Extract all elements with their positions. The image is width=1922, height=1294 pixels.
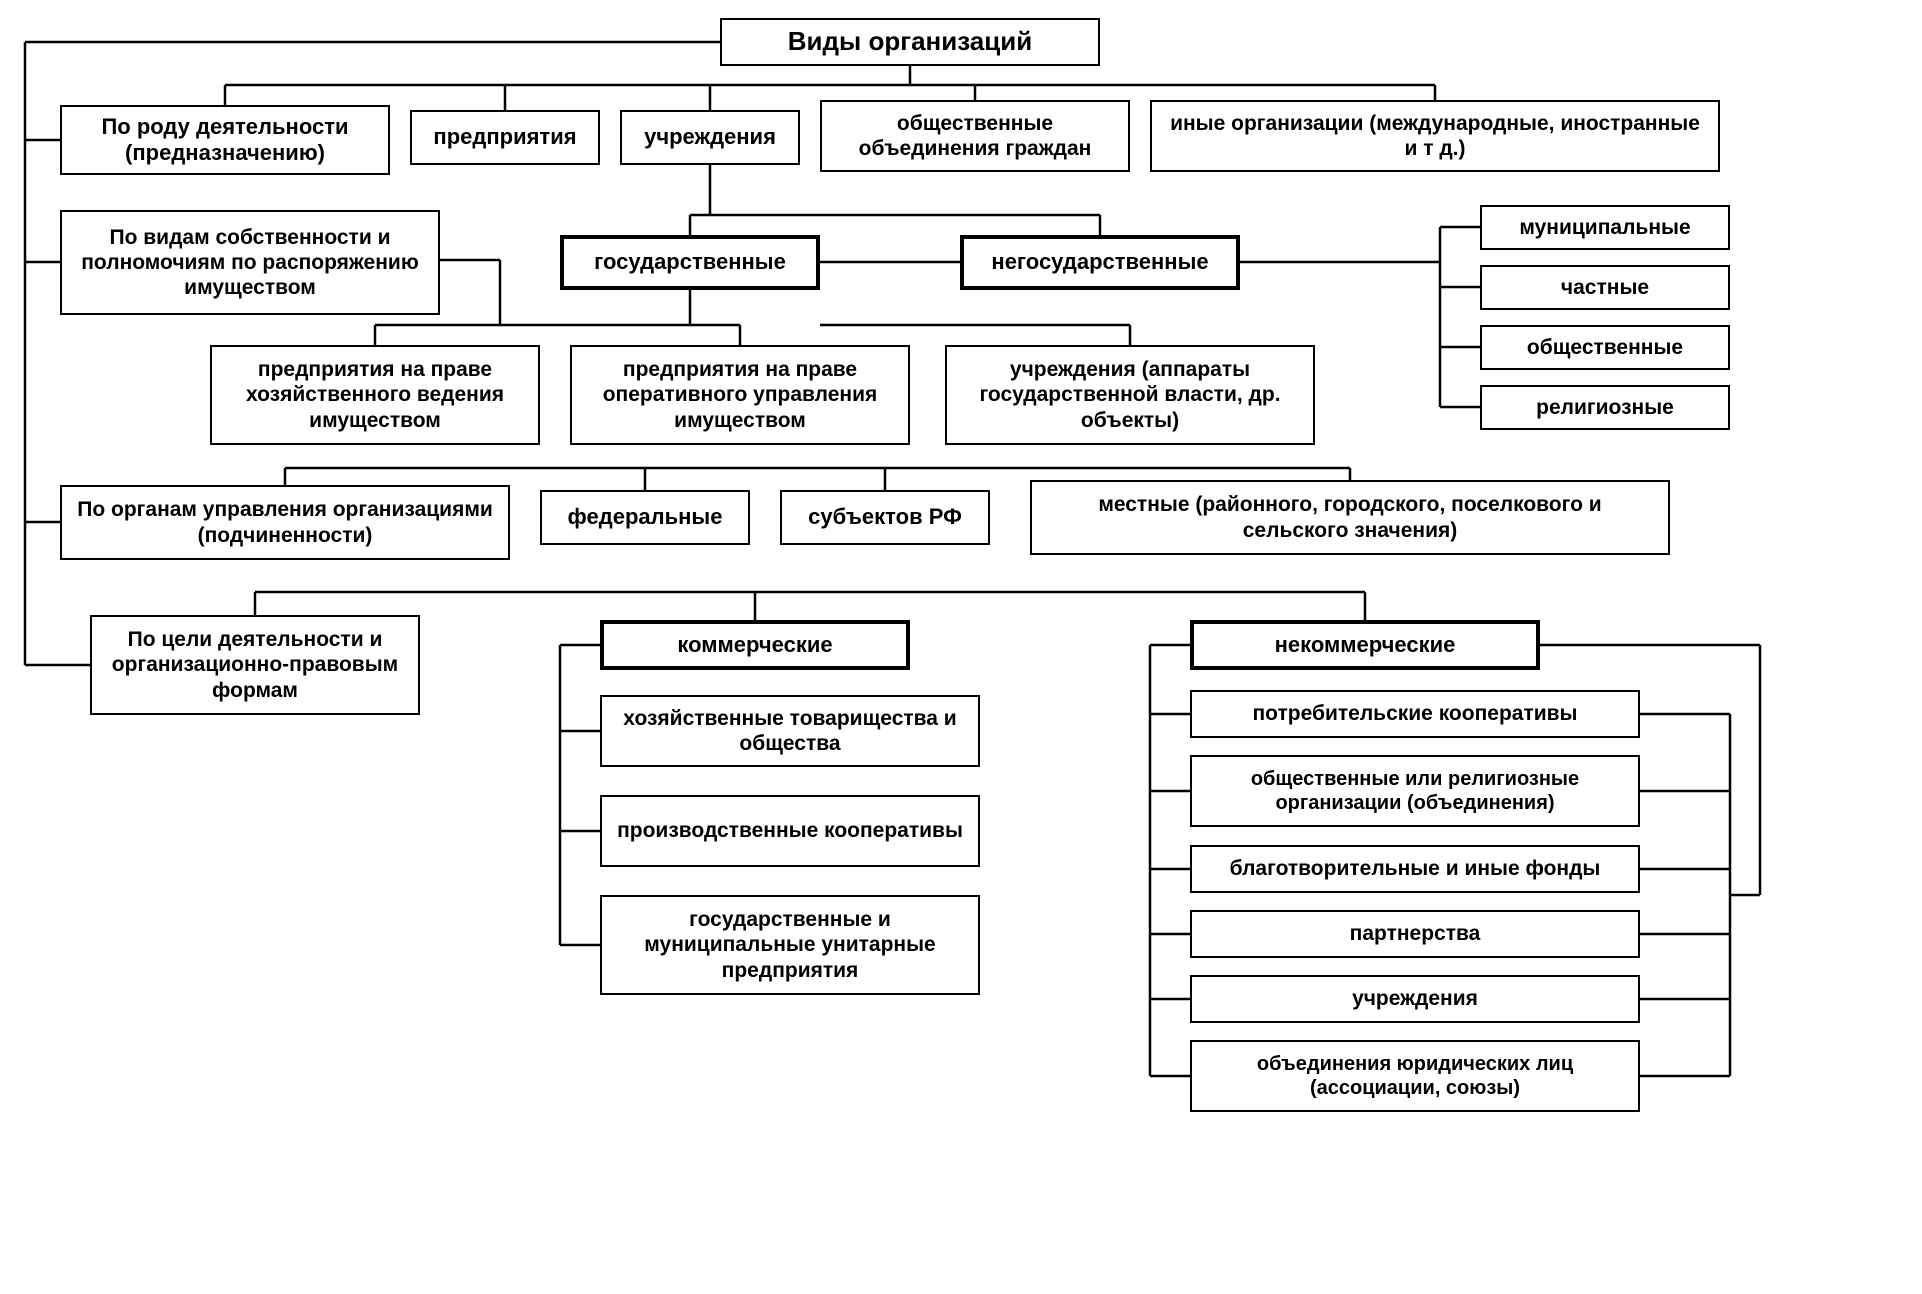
node-ng3: общественные [1480, 325, 1730, 370]
node-own_gov: государственные [560, 235, 820, 290]
node-ng1: муниципальные [1480, 205, 1730, 250]
node-nc6: объединения юридических лиц (ассоциации,… [1190, 1040, 1640, 1112]
node-own_nongov: негосударственные [960, 235, 1240, 290]
node-cat_goal: По цели деятельности и организационно-пр… [90, 615, 420, 715]
node-gov_sub1: предприятия на праве хозяйственного веде… [210, 345, 540, 445]
node-com2: производственные кооперативы [600, 795, 980, 867]
node-root: Виды организаций [720, 18, 1100, 66]
node-com3: государственные и муниципальные унитарны… [600, 895, 980, 995]
node-nc2: общественные или религиозные организации… [1190, 755, 1640, 827]
node-act2: учреждения [620, 110, 800, 165]
node-act4: иные организации (международные, иностра… [1150, 100, 1720, 172]
node-nc5: учреждения [1190, 975, 1640, 1023]
node-bod3: местные (районного, городского, поселков… [1030, 480, 1670, 555]
node-ng4: религиозные [1480, 385, 1730, 430]
node-gov_sub2: предприятия на праве оперативного управл… [570, 345, 910, 445]
node-bod1: федеральные [540, 490, 750, 545]
node-cat_activity: По роду деятельности (предназначению) [60, 105, 390, 175]
node-nc1: потребительские кооперативы [1190, 690, 1640, 738]
node-com: коммерческие [600, 620, 910, 670]
node-cat_own: По видам собственности и полномочиям по … [60, 210, 440, 315]
node-gov_sub3: учреждения (аппараты государственной вла… [945, 345, 1315, 445]
node-act1: предприятия [410, 110, 600, 165]
node-act3: общественные объединения граждан [820, 100, 1130, 172]
node-cat_bodies: По органам управления организациями (под… [60, 485, 510, 560]
node-ng2: частные [1480, 265, 1730, 310]
node-com1: хозяйственные товарищества и общества [600, 695, 980, 767]
node-nc4: партнерства [1190, 910, 1640, 958]
node-ncom: некоммерческие [1190, 620, 1540, 670]
node-bod2: субъектов РФ [780, 490, 990, 545]
node-nc3: благотворительные и иные фонды [1190, 845, 1640, 893]
